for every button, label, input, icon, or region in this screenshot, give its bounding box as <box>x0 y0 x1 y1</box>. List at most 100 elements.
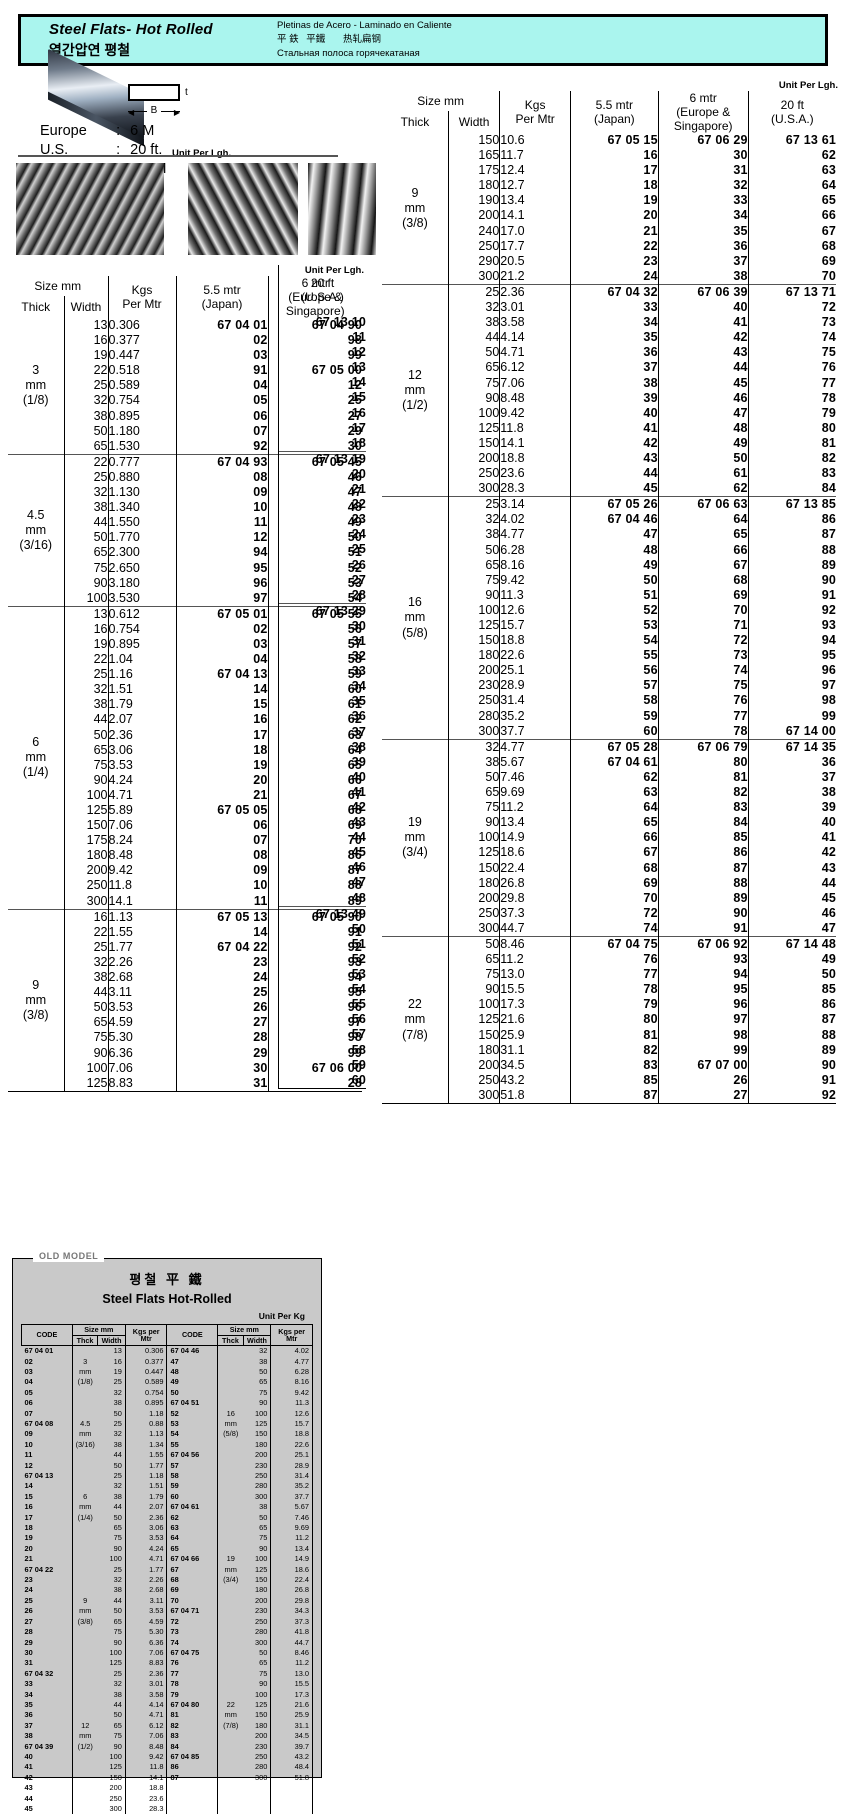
om-cell-thick-right <box>217 1398 244 1409</box>
cell-code-5-5mtr: 39 <box>569 390 659 406</box>
cell-kgs-per-mtr: 25.1 <box>499 663 571 679</box>
cell-code-5-5mtr: 19 <box>175 757 269 773</box>
om-cell-thick-right: mm <box>217 1564 244 1576</box>
cell-code-6mtr: 27 <box>657 1087 749 1104</box>
om-cell-code-left: 44 <box>24 1793 33 1803</box>
table-row-20ft: 33 <box>278 664 366 680</box>
cell-kgs-per-mtr: 11.3 <box>499 587 571 603</box>
om-cell-kgs-left: 18.8 <box>124 1783 168 1794</box>
cell-code-20ft: 67 13 19 <box>278 450 366 467</box>
cell-width: 90 <box>447 815 500 831</box>
table-row: 65 6.12 37 44 76 <box>382 360 836 376</box>
cell-width: 90 <box>63 575 109 591</box>
om-cell-code-right: 70 <box>170 1595 179 1605</box>
cell-kgs-per-mtr: 8.24 <box>107 833 177 849</box>
om-cell-width-right: 200 <box>255 1450 268 1460</box>
om-cell-width-right: 50 <box>259 1366 268 1376</box>
om-cell-thick-left <box>71 1345 98 1357</box>
om-header-size-left: Size mm <box>71 1324 126 1336</box>
cell-width: 190 <box>447 193 500 209</box>
cell-kgs-per-mtr: 11.8 <box>107 878 177 894</box>
om-cell-kgs-right: 11.3 <box>270 1398 313 1409</box>
om-cell-width-left: 25 <box>113 1668 122 1678</box>
om-cell-width-left: 25 <box>113 1418 122 1428</box>
cell-code-6mtr: 33 <box>657 193 749 209</box>
cell-code-20ft: 67 13 61 <box>747 133 836 149</box>
cell-width: 300 <box>447 1087 500 1104</box>
om-cell-kgs-right: 35.2 <box>270 1481 313 1492</box>
old-model-table-head: CODE Size mm Kgs per Mtr CODE Size mm Kgs… <box>21 1323 313 1347</box>
cell-thickness: 6 mm (1/4) <box>8 605 64 910</box>
cell-code-20ft: 41 <box>278 784 366 800</box>
cell-code-20ft: 66 <box>747 208 836 224</box>
old-model-row: 25 9 44 3.11 70 200 29.8 <box>22 1595 313 1607</box>
cell-kgs-per-mtr: 5.67 <box>499 754 571 770</box>
om-cell-code-right <box>167 1783 218 1793</box>
om-cell-code-right: 47 <box>170 1356 179 1366</box>
header-20-ft-usa-right: 20 ft (U.S.A.) <box>747 91 836 133</box>
cell-width: 180 <box>447 178 500 194</box>
cell-code-20ft: 53 <box>278 967 366 983</box>
cell-code-20ft: 46 <box>278 860 366 876</box>
om-cell-code-left: 67 04 13 <box>24 1471 54 1480</box>
om-cell-thick-right <box>217 1679 244 1690</box>
om-cell-code-right: 86 <box>170 1762 179 1772</box>
old-model-row: 12 50 1.77 57 230 28.9 <box>22 1460 313 1471</box>
cell-code-6mtr: 98 <box>657 1027 749 1043</box>
cell-width: 38 <box>63 697 109 713</box>
cell-code-5-5mtr: 02 <box>175 333 269 349</box>
table-row-20ft: 55 <box>278 997 366 1013</box>
cell-width: 32 <box>63 682 109 698</box>
old-model-panel: OLD MODEL 평철 平 鐵 Steel Flats Hot-Rolled … <box>12 1250 322 1814</box>
cell-width: 125 <box>63 803 109 819</box>
cell-code-20ft: 28 <box>278 587 366 604</box>
om-cell-thick-left <box>71 1471 98 1482</box>
om-cell-code-left: 25 <box>24 1595 33 1605</box>
om-cell-code-right: 82 <box>170 1720 179 1730</box>
cell-width: 25 <box>63 667 109 683</box>
cell-code-5-5mtr: 76 <box>569 952 659 968</box>
om-cell-width-right <box>243 1783 271 1793</box>
om-cell-kgs-left: 1.18 <box>124 1408 168 1419</box>
cell-code-5-5mtr: 02 <box>175 621 269 637</box>
cell-code-5-5mtr: 03 <box>175 348 269 364</box>
table-row-20ft: 32 <box>278 649 366 665</box>
table-row: 180 12.7 18 32 64 <box>382 178 836 194</box>
om-cell-width-left: 90 <box>113 1741 122 1751</box>
om-cell-code-left: 29 <box>24 1637 33 1647</box>
cell-width: 290 <box>447 253 500 269</box>
title-traditional-chinese: 平鐵 <box>306 34 326 46</box>
old-model-row: 36 50 4.71 81 mm 150 25.9 <box>22 1710 313 1721</box>
om-cell-width-left: 44 <box>113 1450 122 1460</box>
om-cell-kgs-left: 1.18 <box>124 1471 168 1482</box>
header-thick-right: Thick <box>400 114 430 129</box>
cell-kgs-per-mtr: 9.42 <box>499 572 571 588</box>
om-cell-code-left: 23 <box>24 1575 33 1585</box>
cell-code-6mtr: 64 <box>657 512 749 528</box>
cell-kgs-per-mtr: 1.180 <box>107 423 177 439</box>
cell-code-20ft: 14 <box>278 375 366 391</box>
om-cell-kgs-left: 3.58 <box>124 1689 168 1700</box>
om-cell-kgs-left: 2.07 <box>124 1502 168 1513</box>
cell-code-20ft: 20 <box>278 466 366 483</box>
om-cell-code-right: 58 <box>170 1471 179 1480</box>
cell-width: 44 <box>63 985 109 1001</box>
table-row-20ft: 67 13 49 <box>278 905 366 922</box>
om-cell-code-left: 14 <box>24 1481 33 1491</box>
cell-code-5-5mtr: 04 <box>175 652 269 668</box>
cell-width: 300 <box>447 481 500 497</box>
old-model-title-cjk: 평철 平 鐵 <box>129 1272 205 1287</box>
table-row: 90 15.5 78 95 85 <box>382 982 836 998</box>
cell-code-20ft: 73 <box>747 315 836 331</box>
left-20ft-column-wrap: 20 ft (U.S.A.) 67 13 10 11 12 13 14 15 16 17 18 67… <box>278 265 366 1089</box>
title-spanish: Pletinas de Acero - Laminado en Caliente <box>277 20 452 32</box>
cell-code-20ft: 44 <box>747 875 836 891</box>
old-model-row: 26 mm 50 3.53 67 04 71 230 34.3 <box>22 1606 313 1617</box>
table-row-20ft: 26 <box>278 557 366 573</box>
om-cell-kgs-right <box>270 1804 313 1814</box>
om-cell-code-right: 52 <box>170 1408 179 1418</box>
om-cell-thick-right <box>217 1523 244 1534</box>
om-cell-code-left: 67 04 08 <box>24 1418 54 1428</box>
om-cell-code-left: 04 <box>24 1377 33 1387</box>
cell-kgs-per-mtr: 1.55 <box>107 924 177 940</box>
